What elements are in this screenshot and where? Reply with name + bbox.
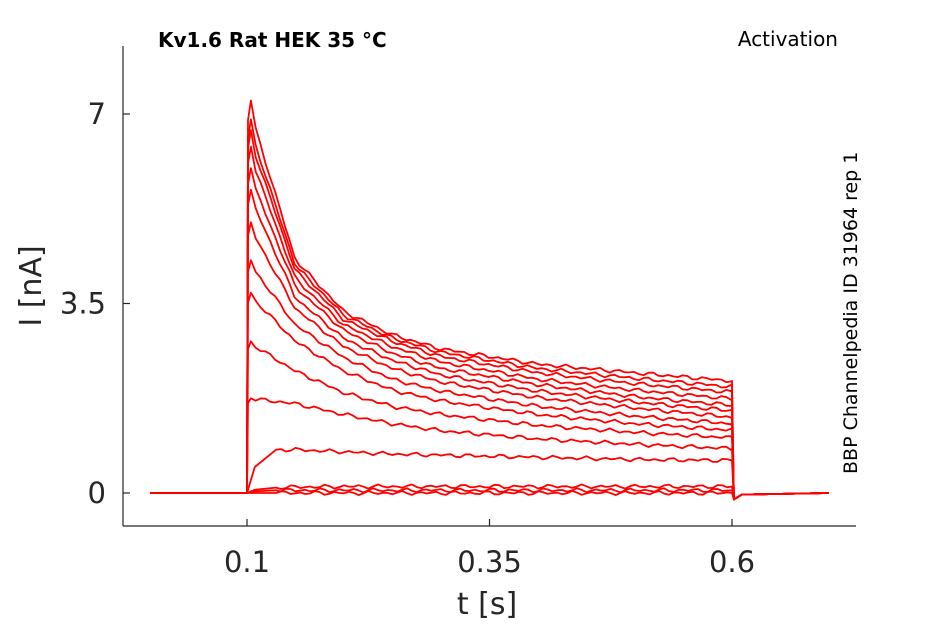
current-trace (150, 397, 830, 501)
x-tick-group: 0.1 0.35 0.6 (224, 519, 755, 579)
current-trace (150, 340, 830, 501)
x-tick-label: 0.6 (709, 545, 755, 579)
y-tick-label: 3.5 (60, 287, 106, 321)
x-axis-label: t [s] (457, 587, 517, 622)
y-tick-group: 03.57 (60, 97, 130, 510)
current-trace (150, 188, 830, 501)
current-trace (150, 118, 830, 501)
y-tick-label: 0 (88, 476, 106, 510)
current-trace (150, 483, 830, 501)
source-id-label: BBP Channelpedia ID 31964 rep 1 (840, 152, 862, 474)
current-trace (150, 99, 830, 501)
current-trace (150, 167, 830, 501)
current-trace (150, 487, 830, 501)
x-tick-label: 0.35 (457, 545, 522, 579)
current-trace (150, 129, 830, 501)
trace-group (150, 99, 830, 501)
plot-area: 03.57 0.1 0.35 0.6 (60, 46, 856, 579)
y-axis-label: I [nA] (14, 245, 49, 326)
current-trace (150, 145, 830, 501)
protocol-label: Activation (738, 27, 838, 51)
current-trace (150, 291, 830, 501)
y-tick-label: 7 (88, 97, 106, 131)
current-trace (150, 221, 830, 501)
current-trace (150, 259, 830, 501)
x-tick-label: 0.1 (224, 545, 270, 579)
chart-title: Kv1.6 Rat HEK 35 °C (158, 28, 387, 52)
current-trace (150, 447, 830, 501)
